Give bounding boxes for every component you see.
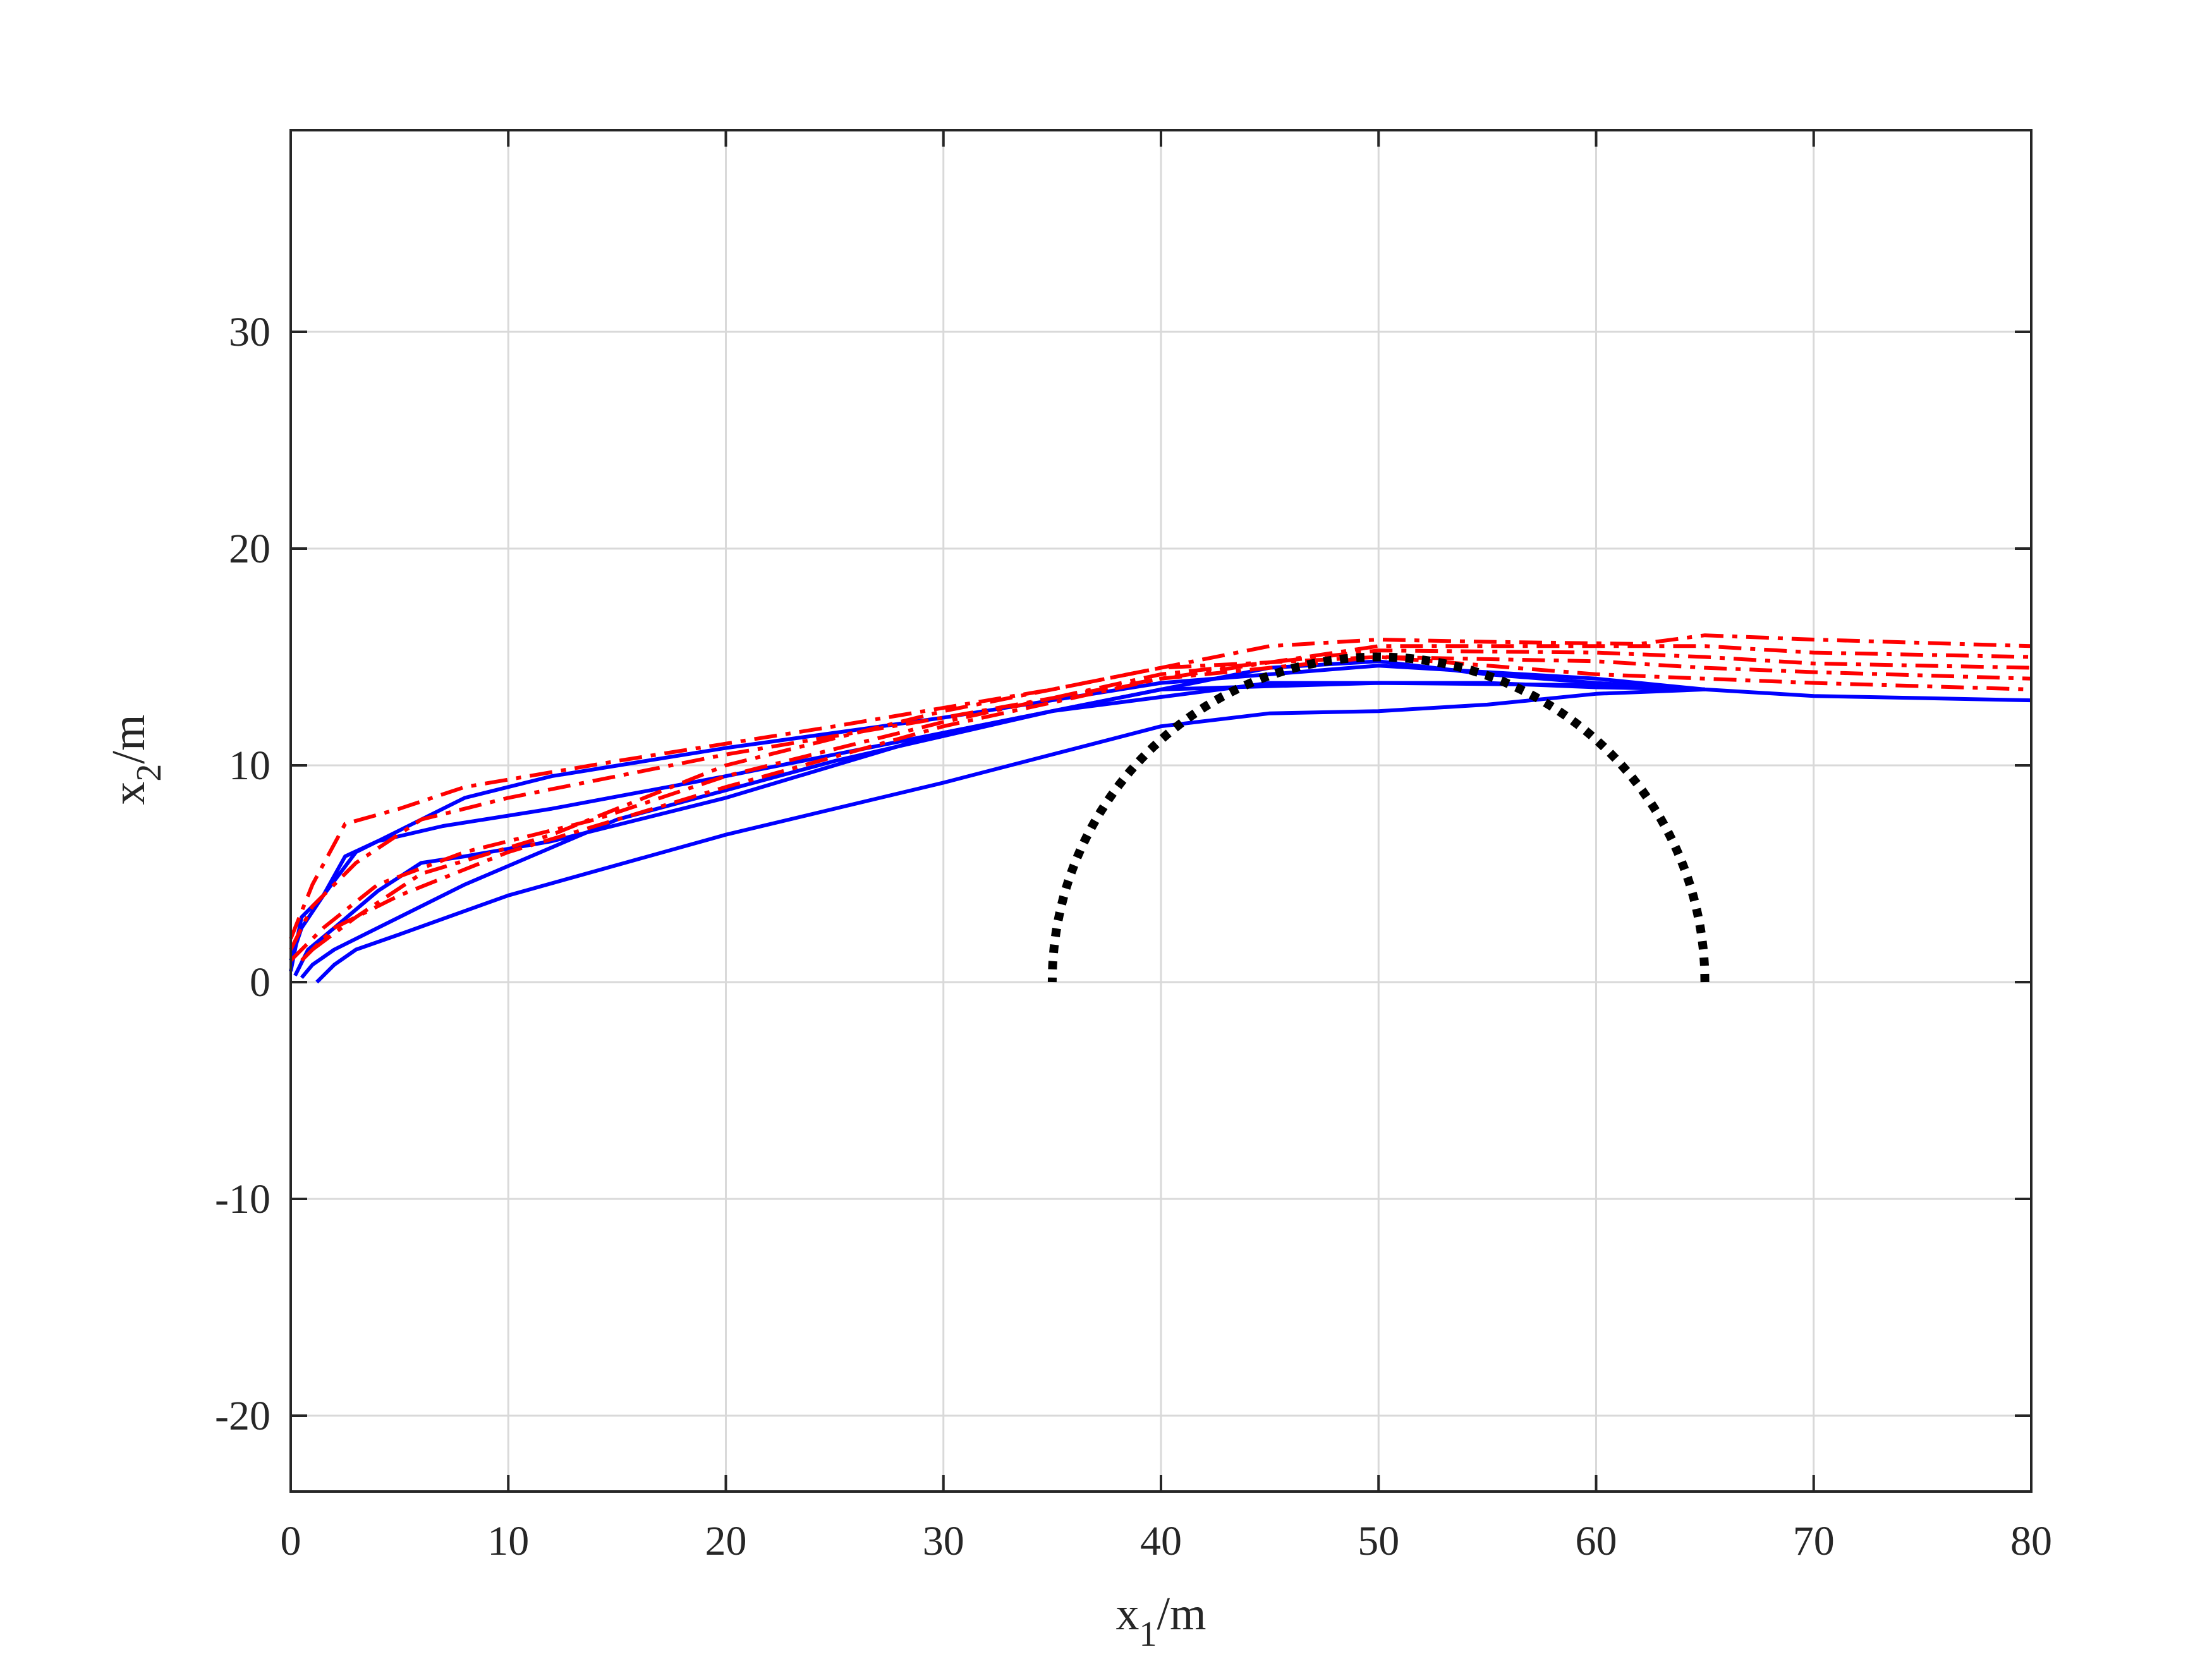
x-tick-label: 20: [705, 1518, 747, 1564]
dashdot-trajectory-line-7: [289, 644, 2032, 951]
dashdot-trajectory-line-9: [300, 655, 2032, 962]
dashdot-trajectory-line-8: [289, 648, 2032, 962]
x-tick-label: 60: [1576, 1518, 1617, 1564]
grid: [289, 130, 2033, 1492]
y-tick-label: -20: [215, 1393, 270, 1439]
solid-trajectory-line-5: [315, 687, 1705, 984]
y-tick-label: 20: [229, 526, 270, 572]
dashdot-trajectory-line-10: [311, 655, 2032, 951]
series-group: [289, 633, 2032, 984]
x-tick-label: 40: [1140, 1518, 1182, 1564]
solid-trajectory-line-2: [289, 659, 1705, 961]
y-tick-label: 10: [229, 743, 270, 789]
x-tick-label: 10: [487, 1518, 529, 1564]
y-tick-label: 30: [229, 309, 270, 355]
obstacle-group: [1047, 652, 1710, 983]
x-tick-label: 70: [1793, 1518, 1835, 1564]
dashdot-trajectory-line-6: [289, 633, 2032, 940]
axes: [289, 129, 2033, 1493]
obstacle-boundary-arc: [1047, 652, 1710, 983]
x-axis-label: x1/m: [1115, 1588, 1206, 1654]
y-tick-label: -10: [215, 1176, 270, 1222]
plot-frame: [289, 129, 2033, 1493]
x-tick-label: 80: [2010, 1518, 2052, 1564]
tick-labels: 0 10 20 30 40 50 60 70 80 -20 -10 0 10 20 30: [215, 309, 2052, 1564]
x-tick-label: 30: [923, 1518, 964, 1564]
y-axis-label: x2/m: [103, 714, 169, 805]
x-tick-label: 0: [281, 1518, 301, 1564]
y-tick-label: 0: [250, 959, 270, 1006]
x-tick-label: 50: [1358, 1518, 1399, 1564]
